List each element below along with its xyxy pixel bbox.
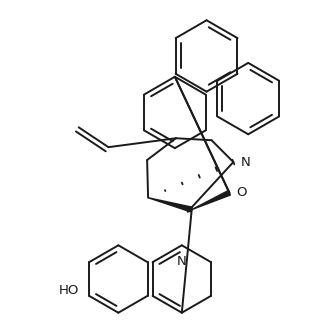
Text: N: N xyxy=(240,155,250,169)
Text: O: O xyxy=(236,186,247,199)
Polygon shape xyxy=(192,191,230,209)
Polygon shape xyxy=(148,198,192,212)
Text: N: N xyxy=(177,255,187,268)
Text: HO: HO xyxy=(59,285,79,297)
